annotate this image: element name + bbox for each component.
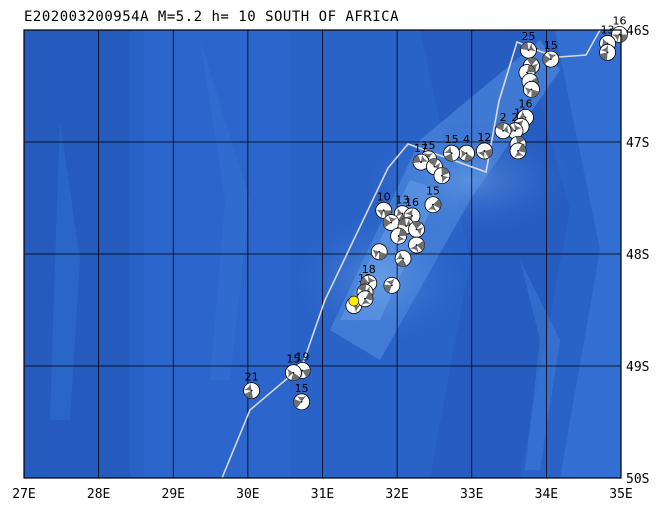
map-title: E202003200954A M=5.2 h= 10 SOUTH OF AFRI… [24,9,400,25]
focal-mechanism-beachball [520,41,537,59]
lon-tick-label: 28E [87,487,110,502]
focal-mechanism-beachball [375,201,393,219]
lon-tick-label: 30E [236,487,259,502]
focal-mechanism-beachball [424,196,442,214]
mechanism-depth-label: 4 [463,133,470,146]
focal-mechanism-beachball [494,122,512,140]
focal-mechanism-beachball [390,227,408,245]
focal-mechanism-beachball [293,393,311,411]
focal-mechanism-beachball [394,250,412,267]
lon-tick-label: 29E [162,487,185,502]
mechanism-depth-label: 13 [395,194,409,207]
mechanism-depth-label: 18 [362,263,376,276]
focal-mechanism-beachball [458,144,475,162]
mechanism-depth-label: 16 [405,196,419,209]
mechanism-depth-label: 19 [295,350,309,363]
map-frame [23,29,622,479]
mechanism-depth-label: 15 [421,139,435,152]
mechanism-depth-label: 15 [445,133,459,146]
mechanism-depth-label: 15 [286,353,300,366]
mechanism-depth-label: 25 [521,30,535,43]
focal-mechanisms [243,26,628,411]
event-epicenter-marker [348,295,360,307]
focal-mechanism-beachball [509,142,527,160]
lon-tick-label: 35E [609,487,632,502]
focal-mechanism-beachball [599,44,616,61]
lat-tick-label: 47S [626,136,649,151]
focal-mechanism-beachball [243,382,261,400]
mechanism-depth-label: 2 [500,111,507,124]
mechanism-depth-label: 15 [295,382,309,395]
mechanism-depth-label: 16 [613,14,627,27]
focal-mechanism-beachball [542,50,560,68]
lat-tick-label: 49S [626,360,649,375]
lon-tick-label: 32E [385,487,408,502]
map-axes: 27E 28E 29E 30E 31E 32E 33E 34E 35E 46S 47S 48S 49S 5… [12,24,649,502]
lon-tick-label: 33E [460,487,483,502]
mechanism-depth-label: 15 [544,39,558,52]
mechanism-depth-label: 2 [512,111,519,124]
mechanism-depth-label: 16 [518,97,532,110]
focal-mechanism-beachball [408,236,425,254]
graticule [24,30,621,478]
focal-mechanism-beachball [408,220,425,238]
mechanism-depth-label: 10 [377,190,391,203]
focal-mechanism-beachball [523,80,540,98]
lat-tick-label: 48S [626,248,649,263]
lat-tick-label: 50S [626,472,649,487]
focal-mechanism-beachball [370,243,388,261]
mechanism-depth-label: 21 [245,371,259,384]
focal-mechanism-beachball [284,364,302,382]
lon-tick-label: 34E [535,487,558,502]
mechanism-depth-label: 12 [477,131,491,144]
lat-tick-label: 46S [626,24,649,39]
focal-mechanism-beachball [443,144,461,162]
lon-tick-label: 27E [12,487,35,502]
lon-tick-label: 31E [311,487,334,502]
focal-mechanism-beachball [433,167,451,185]
focal-mechanism-beachball [476,142,493,160]
focal-mechanism-beachball [356,290,374,308]
mechanism-depth-label: 15 [426,185,440,198]
focal-mechanism-beachball [383,276,401,294]
